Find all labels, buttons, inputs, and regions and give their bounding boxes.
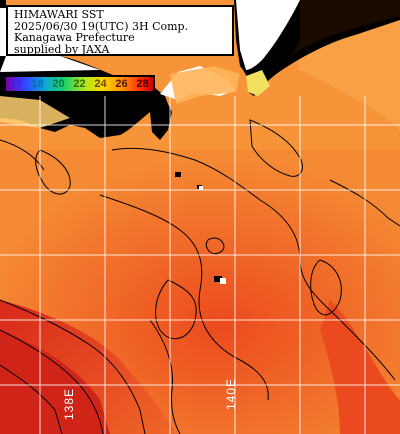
longitude-label-west: 138E [62,387,76,420]
southwest-warmest-water [0,330,110,434]
sagami-bay-gap [236,0,300,70]
west-cool [0,96,70,128]
coastal-cool [170,66,240,104]
legend-tick: 24 [94,78,107,90]
timestamp: 2025/06/30 19(UTC) 3H Comp. [14,19,189,33]
legend-tick: 20 [52,78,65,90]
southeast-warm-water [320,300,400,434]
bay-yellow [246,70,270,96]
contours [0,119,400,434]
cloud-gaps [199,186,226,284]
product-title: HIMAWARI SST [14,8,104,21]
color-legend: 16 18 20 22 24 26 28 [4,75,155,93]
land-boso [290,0,400,58]
legend-tick: 16 [10,78,23,90]
land-corner [0,0,6,8]
legend-tick: 18 [31,78,44,90]
legend-tick: 22 [73,78,86,90]
west-gap [0,8,6,56]
graticule [0,96,400,434]
credit: supplied by JAXA [14,42,110,56]
legend-tick: 26 [115,78,128,90]
north-gap [0,56,100,72]
region-name: Kanagawa Prefecture [14,31,135,44]
legend-tick: 28 [136,78,149,90]
info-box: HIMAWARI SST 2025/06/30 19(UTC) 3H Comp.… [6,5,234,56]
longitude-label-east: 140E [224,377,238,410]
land-izu-tip [150,98,172,140]
